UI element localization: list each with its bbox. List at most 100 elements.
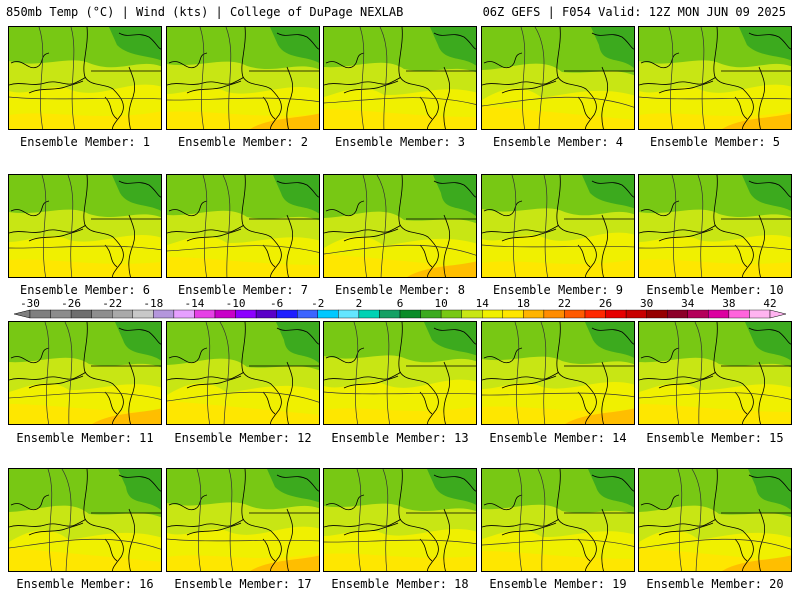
colorbar-tick-label: -22	[102, 297, 122, 310]
colorbar-swatch	[420, 309, 442, 319]
ensemble-member-label: Ensemble Member: 15	[646, 431, 784, 445]
temperature-map	[639, 469, 791, 571]
ensemble-map-panel	[166, 26, 320, 130]
run-valid-time: 06Z GEFS | F054 Valid: 12Z MON JUN 09 20…	[482, 5, 786, 19]
colorbar-swatch	[297, 309, 318, 319]
ensemble-map-panel	[638, 174, 792, 278]
colorbar-tick-label: -26	[61, 297, 81, 310]
colorbar-tick-label: 30	[640, 297, 653, 310]
temperature-map	[324, 27, 476, 129]
ensemble-member-label: Ensemble Member: 16	[16, 577, 154, 591]
ensemble-member-label: Ensemble Member: 4	[492, 135, 624, 149]
colorbar-swatch	[399, 309, 421, 319]
ensemble-member-label: Ensemble Member: 1	[19, 135, 151, 149]
colorbar-swatch	[358, 309, 380, 319]
colorbar-tick-label: 18	[517, 297, 530, 310]
colorbar-tick-label: 6	[397, 297, 404, 310]
colorbar-tick-label: 14	[476, 297, 490, 310]
colorbar-swatch	[584, 309, 606, 319]
temperature-map	[639, 27, 791, 129]
temperature-map	[324, 322, 476, 424]
colorbar-swatch	[112, 309, 133, 319]
ensemble-member-label: Ensemble Member: 6	[19, 283, 151, 297]
colorbar-swatch	[70, 309, 92, 319]
colorbar-tick-label: -14	[185, 297, 205, 310]
ensemble-map-panel	[166, 321, 320, 425]
colorbar-tick-label: -6	[270, 297, 283, 310]
colorbar-swatch	[235, 309, 257, 319]
colorbar-tick-label: 38	[722, 297, 735, 310]
ensemble-map-panel	[166, 468, 320, 572]
colorbar-tick-label: -2	[311, 297, 324, 310]
colorbar-swatch	[317, 309, 339, 319]
colorbar-swatch	[440, 309, 462, 319]
temperature-map	[167, 322, 319, 424]
colorbar-swatch	[708, 309, 730, 319]
colorbar-swatch	[523, 309, 545, 319]
ensemble-member-label: Ensemble Member: 10	[646, 283, 784, 297]
ensemble-member-label: Ensemble Member: 11	[16, 431, 154, 445]
temperature-map	[639, 175, 791, 277]
ensemble-map-panel	[323, 174, 477, 278]
colorbar-tick-label: 34	[681, 297, 695, 310]
colorbar-tick-label: -18	[143, 297, 163, 310]
ensemble-map-panel	[481, 468, 635, 572]
ensemble-member-label: Ensemble Member: 19	[489, 577, 627, 591]
colorbar-tick-label: 22	[558, 297, 571, 310]
ensemble-map-panel	[323, 26, 477, 130]
colorbar-swatch	[255, 309, 277, 319]
colorbar-tick-label: -10	[226, 297, 246, 310]
temperature-map	[482, 469, 634, 571]
ensemble-map-panel	[638, 468, 792, 572]
colorbar-swatch	[646, 309, 668, 319]
temperature-map	[9, 469, 161, 571]
colorbar-swatch	[482, 309, 503, 319]
ensemble-member-label: Ensemble Member: 2	[177, 135, 309, 149]
ensemble-map-panel	[166, 174, 320, 278]
colorbar-tick-label: -30	[20, 297, 40, 310]
colorbar-tick-label: 2	[356, 297, 363, 310]
colorbar-right-arrow	[769, 309, 787, 319]
ensemble-member-label: Ensemble Member: 17	[174, 577, 312, 591]
ensemble-map-panel	[323, 321, 477, 425]
temperature-map	[482, 322, 634, 424]
ensemble-member-label: Ensemble Member: 12	[174, 431, 312, 445]
colorbar-swatch	[50, 309, 72, 319]
ensemble-member-label: Ensemble Member: 18	[331, 577, 469, 591]
colorbar-swatch	[338, 309, 360, 319]
colorbar-tick-label: 26	[599, 297, 612, 310]
ensemble-map-panel	[638, 321, 792, 425]
temperature-map	[9, 322, 161, 424]
ensemble-member-label: Ensemble Member: 5	[649, 135, 781, 149]
temperature-map	[167, 27, 319, 129]
colorbar-tick-label: 42	[763, 297, 776, 310]
colorbar-swatch	[502, 309, 524, 319]
colorbar-swatch	[543, 309, 565, 319]
temperature-map	[639, 322, 791, 424]
temperature-colorbar: -30 -26 -22 -18 -14 -10 -6 -2 2 6 10 14 18 22 26 30 34 38…	[13, 297, 787, 319]
temperature-map	[9, 27, 161, 129]
temperature-map	[482, 27, 634, 129]
colorbar-swatch	[194, 309, 216, 319]
temperature-map	[482, 175, 634, 277]
ensemble-member-label: Ensemble Member: 8	[334, 283, 466, 297]
colorbar-swatch	[667, 309, 688, 319]
temperature-map	[324, 469, 476, 571]
colorbar-swatch	[173, 309, 195, 319]
colorbar-swatch	[214, 309, 236, 319]
ensemble-map-panel	[323, 468, 477, 572]
colorbar-left-arrow	[13, 309, 31, 319]
colorbar-swatch	[132, 309, 154, 319]
colorbar-swatch	[461, 309, 483, 319]
colorbar-swatch	[749, 309, 771, 319]
colorbar-swatch	[379, 309, 401, 319]
ensemble-member-label: Ensemble Member: 9	[492, 283, 624, 297]
chart-title: 850mb Temp (°C) | Wind (kts) | College o…	[6, 5, 404, 19]
ensemble-map-panel	[481, 26, 635, 130]
ensemble-member-label: Ensemble Member: 14	[489, 431, 627, 445]
ensemble-map-panel	[8, 468, 162, 572]
temperature-map	[167, 175, 319, 277]
ensemble-map-panel	[481, 321, 635, 425]
temperature-map	[9, 175, 161, 277]
ensemble-map-panel	[638, 26, 792, 130]
